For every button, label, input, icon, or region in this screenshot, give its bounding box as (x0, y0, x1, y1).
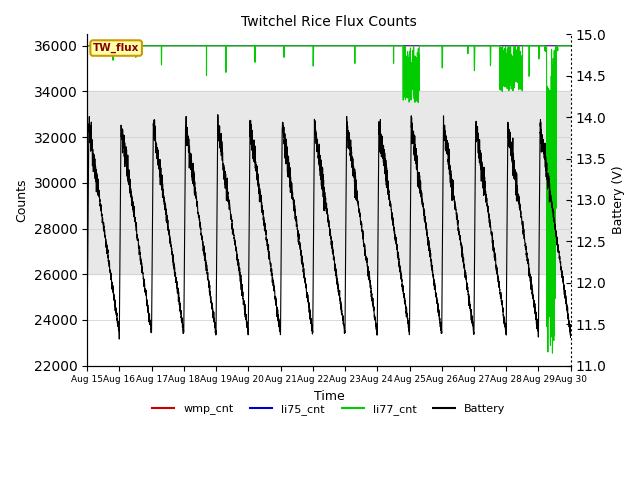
X-axis label: Time: Time (314, 390, 344, 403)
Title: Twitchel Rice Flux Counts: Twitchel Rice Flux Counts (241, 15, 417, 29)
Bar (87, 92, 571, 274)
Y-axis label: Counts: Counts (15, 178, 28, 222)
Legend: wmp_cnt, li75_cnt, li77_cnt, Battery: wmp_cnt, li75_cnt, li77_cnt, Battery (148, 400, 510, 420)
Text: TW_flux: TW_flux (93, 43, 140, 53)
Y-axis label: Battery (V): Battery (V) (612, 166, 625, 234)
